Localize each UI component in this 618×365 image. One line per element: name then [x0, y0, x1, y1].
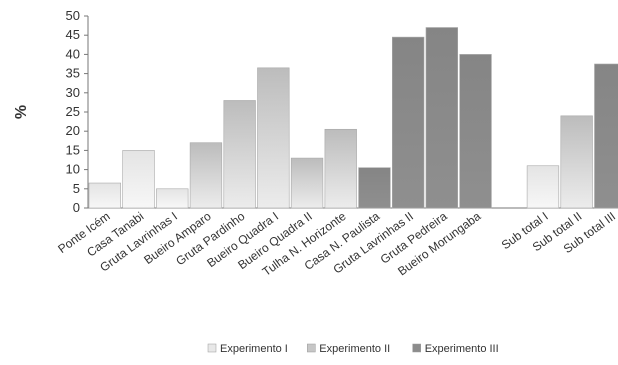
- legend-label: Experimento III: [425, 343, 499, 355]
- y-tick-label: 15: [66, 142, 80, 157]
- bar: [527, 166, 559, 208]
- y-tick-label: 0: [73, 200, 80, 215]
- bar: [325, 129, 357, 208]
- legend-swatch: [208, 344, 216, 352]
- bar: [291, 158, 323, 208]
- y-tick-label: 30: [66, 85, 80, 100]
- bars: [89, 28, 618, 208]
- bar: [89, 183, 121, 208]
- bar: [123, 150, 155, 208]
- y-tick-label: 10: [66, 162, 80, 177]
- legend-label: Experimento II: [319, 343, 390, 355]
- bar: [190, 143, 222, 208]
- legend-swatch: [413, 344, 421, 352]
- bar: [595, 64, 618, 208]
- bar: [392, 37, 424, 208]
- legend-swatch: [307, 344, 315, 352]
- bar: [224, 100, 256, 208]
- y-tick-label: 5: [73, 181, 80, 196]
- bar: [359, 168, 391, 208]
- bar: [258, 68, 290, 208]
- legend: Experimento I Experimento II Experimento I…: [208, 343, 499, 355]
- legend-label: Experimento I: [220, 343, 288, 355]
- y-tick-label: 45: [66, 27, 80, 42]
- bar: [156, 189, 188, 208]
- bar: [561, 116, 593, 208]
- y-tick-label: 50: [66, 8, 80, 23]
- y-tick-label: 20: [66, 123, 80, 138]
- y-tick-label: 40: [66, 46, 80, 61]
- bar: [426, 28, 458, 208]
- y-tick-label: 25: [66, 104, 80, 119]
- y-axis-title: %: [13, 105, 30, 119]
- y-tick-label: 35: [66, 66, 80, 81]
- bar: [460, 54, 492, 208]
